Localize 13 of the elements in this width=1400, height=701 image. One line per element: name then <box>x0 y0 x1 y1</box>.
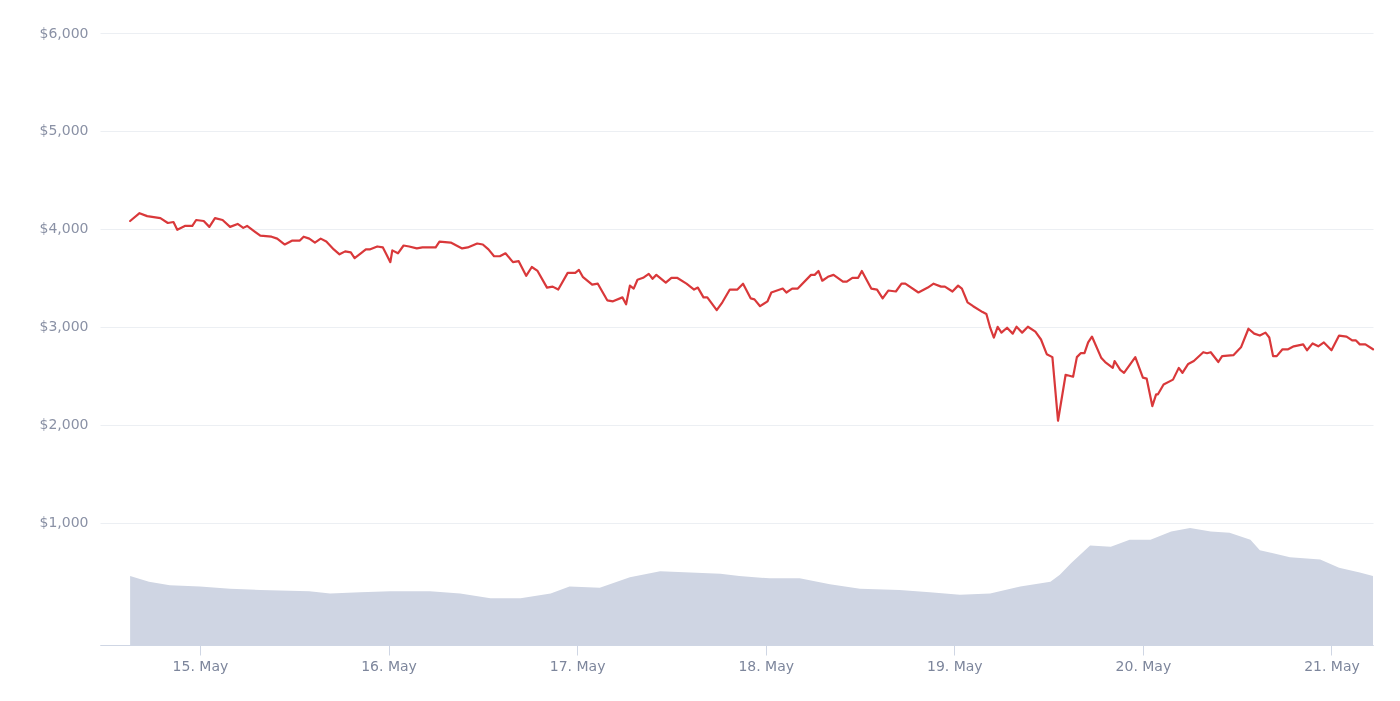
x-tick-label: 19. May <box>926 657 983 674</box>
x-tick-label: 15. May <box>172 657 229 674</box>
y-tick-label: $1,000 <box>39 514 89 531</box>
y-tick-label: $5,000 <box>39 122 89 139</box>
x-tick-label: 17. May <box>549 657 606 674</box>
y-tick-label: $2,000 <box>39 416 89 433</box>
x-tick-label: 16. May <box>361 657 417 674</box>
x-tick-label: 18. May <box>738 657 795 674</box>
x-tick-label: 20. May <box>1115 657 1172 674</box>
y-tick-label: $6,000 <box>39 24 89 41</box>
y-tick-label: $3,000 <box>39 318 89 335</box>
y-tick-label: $4,000 <box>39 220 89 237</box>
x-tick-label: 21. May <box>1304 657 1360 674</box>
